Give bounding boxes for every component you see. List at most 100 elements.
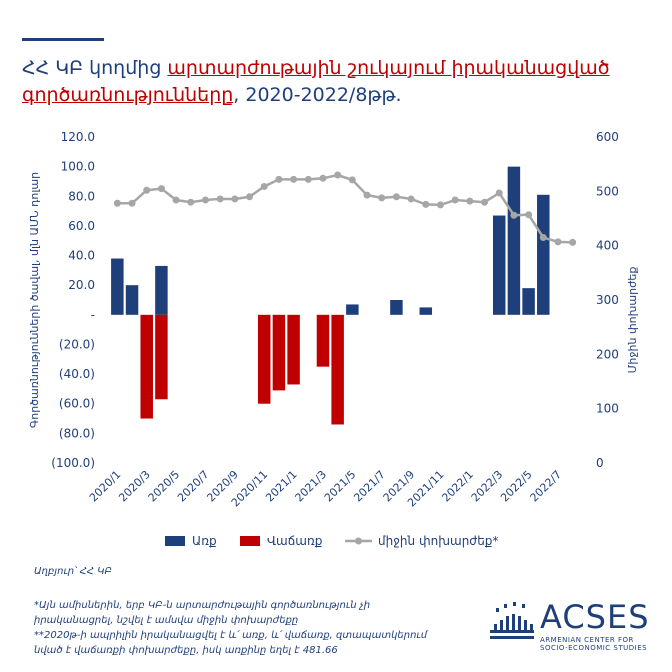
left-tick-label: 100.0: [61, 160, 95, 174]
sell-bar: [155, 314, 168, 400]
buy-bar: [346, 304, 359, 315]
right-tick-label: 400: [596, 239, 619, 253]
logo-name: ACSES: [540, 598, 650, 636]
sell-bar: [140, 314, 153, 419]
title-part-3: գործառնությունները: [22, 84, 234, 106]
rate-point: [334, 171, 342, 179]
left-axis-title: Գործառնությունների ծավալ, մլն ԱՄՆ դոլար: [28, 172, 41, 428]
right-tick-label: 0: [596, 456, 604, 470]
left-tick-label: (80.0): [59, 426, 95, 440]
x-tick-label: 2021/5: [322, 468, 359, 505]
sell-bar: [272, 314, 286, 391]
buy-bar: [492, 215, 506, 315]
logo-subtitle-2: SOCIO-ECONOMIC STUDIES: [540, 644, 648, 652]
right-tick-label: 100: [596, 402, 619, 416]
rate-point: [260, 182, 268, 190]
chart-title: ՀՀ ԿԲ կողմից արտարժութային շուկայում իրա…: [22, 55, 652, 109]
title-part-2: արտարժութային շուկայում իրականացված: [167, 57, 610, 79]
logo-subtitle-1: ARMENIAN CENTER FOR: [540, 636, 634, 644]
title-part-1: ՀՀ ԿԲ կողմից: [22, 57, 168, 79]
x-tick-label: 2020/3: [116, 468, 153, 505]
rate-point: [569, 238, 577, 246]
title-part-4: , 2020-2022/8թթ.: [233, 84, 402, 106]
legend-buy-label: Առք: [192, 534, 217, 548]
legend-rate-label: միջին փոխարժեք*: [378, 534, 498, 548]
rate-point: [407, 195, 415, 203]
x-tick-label: 2022/7: [528, 468, 565, 505]
x-tick-label: 2022/5: [498, 468, 535, 505]
rate-point: [113, 199, 121, 207]
rate-point: [187, 198, 195, 206]
rate-point: [539, 234, 547, 242]
x-tick-label: 2020/5: [146, 468, 183, 505]
buy-bar: [522, 288, 535, 315]
right-tick-label: 200: [596, 347, 619, 361]
left-tick-label: (40.0): [59, 367, 95, 381]
rate-point: [348, 176, 356, 184]
title-accent-bar: [22, 38, 104, 41]
sell-bar: [257, 314, 271, 404]
rate-point: [201, 196, 209, 204]
sell-bar: [331, 314, 344, 425]
buy-bar: [537, 194, 550, 315]
footnote-line: *Այն ամիսներին, երբ ԿԲ-ն արտարժութային գ…: [34, 600, 371, 611]
rate-point: [378, 194, 386, 202]
x-tick-label: 2021/7: [351, 468, 388, 505]
rate-point: [290, 175, 298, 183]
buy-bar: [125, 285, 139, 315]
left-tick-label: (20.0): [59, 337, 95, 351]
left-tick-label: (60.0): [59, 397, 95, 411]
x-tick-label: 2021/1: [263, 468, 300, 505]
left-tick-label: -: [91, 308, 95, 322]
rate-point: [275, 175, 283, 183]
rate-point: [451, 196, 459, 204]
left-tick-label: 40.0: [68, 249, 95, 263]
footnote-line: **2020թ-ի ապրիլին իրականացվել է և՛ առք, …: [34, 630, 428, 641]
right-tick-label: 500: [596, 184, 619, 198]
left-tick-label: 80.0: [68, 189, 95, 203]
acses-logo: ACSES ARMENIAN CENTER FOR SOCIO-ECONOMIC…: [488, 598, 658, 652]
logo-icon: [490, 602, 534, 639]
rate-point: [246, 193, 254, 201]
rate-point: [554, 238, 562, 246]
left-tick-label: 60.0: [68, 219, 95, 233]
rate-point: [510, 211, 518, 219]
chart-svg: 120.0 100.0 80.0 60.0 40.0 20.0 - (20.0) (40.0) (…: [28, 130, 639, 548]
buy-bar: [390, 300, 403, 315]
x-tick-label: 2021/3: [293, 468, 330, 505]
legend-buy-swatch: [165, 536, 185, 546]
right-axis-title: Միջին փոխարժեք: [626, 267, 639, 374]
x-tick-label: 2022/1: [439, 468, 476, 505]
rate-point: [481, 198, 489, 206]
rate-point: [363, 191, 371, 199]
left-tick-label: 20.0: [68, 278, 95, 292]
x-tick-label: 2020/7: [175, 468, 212, 505]
x-tick-label: 2022/3: [469, 468, 506, 505]
rate-point: [216, 195, 224, 203]
rate-point: [319, 174, 327, 182]
rate-point: [128, 199, 136, 207]
footnote-line: նված է վաճառքի փոխարժեքը, իսկ առքինը եղե…: [34, 645, 338, 656]
legend-rate-marker: [355, 537, 362, 545]
rate-point: [231, 195, 239, 203]
rate-point: [157, 185, 165, 193]
source-note: Աղբյուր՝ ՀՀ ԿԲ: [34, 566, 112, 577]
right-tick-label: 300: [596, 293, 619, 307]
rate-point: [304, 175, 312, 183]
legend-sell-swatch: [240, 536, 260, 546]
rate-point: [436, 201, 444, 209]
left-tick-label: (100.0): [51, 456, 95, 470]
buy-bar: [155, 265, 168, 315]
rate-point: [422, 200, 430, 208]
buy-bar: [507, 166, 521, 315]
right-tick-label: 600: [596, 130, 619, 144]
sell-bar: [287, 314, 300, 385]
rate-point: [495, 189, 503, 197]
x-tick-label: 2020/1: [87, 468, 124, 505]
left-tick-label: 120.0: [61, 130, 95, 144]
rate-point: [392, 193, 400, 201]
rate-point: [143, 186, 151, 194]
buy-bar: [419, 307, 433, 315]
rate-point: [172, 196, 180, 204]
footnotes: *Այն ամիսներին, երբ ԿԲ-ն արտարժութային գ…: [34, 598, 464, 658]
